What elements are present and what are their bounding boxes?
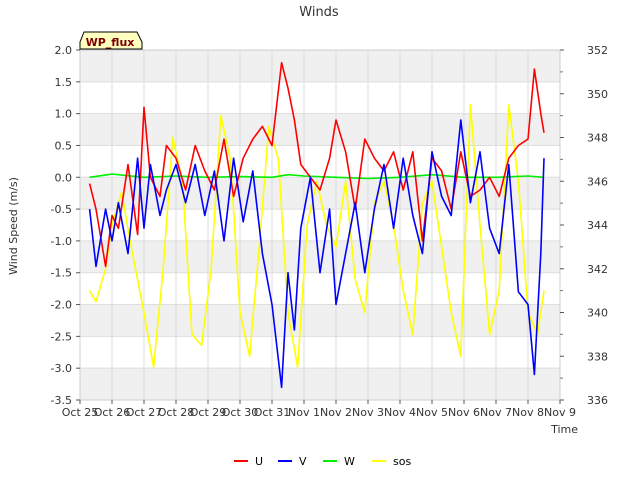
x-tick-label: Oct 29 (190, 406, 227, 419)
x-tick-label: Oct 31 (254, 406, 291, 419)
chart-title: Winds (299, 5, 339, 20)
x-tick-label: Nov 3 (352, 406, 384, 419)
x-tick-label: Oct 30 (222, 406, 259, 419)
y-axis-label: Wind Speed (m/s) (7, 177, 20, 275)
y-tick-label: 0.5 (55, 139, 73, 152)
x-tick-label: Nov 6 (448, 406, 480, 419)
x-tick-label: Nov 9 (544, 406, 576, 419)
y-tick-label: 1.0 (55, 108, 73, 121)
x-tick-label: Oct 28 (158, 406, 195, 419)
y2-tick-label: 340 (587, 307, 608, 320)
y-axis-right: 336 338 340 342 344 346 348 350 352 (560, 44, 608, 407)
y-tick-label: -2.0 (51, 299, 72, 312)
y-tick-label: 2.0 (55, 44, 73, 57)
x-tick-label: Oct 26 (94, 406, 131, 419)
legend-label-u: U (255, 455, 263, 468)
y-tick-label: -3.0 (51, 362, 72, 375)
legend-label-w: W (344, 455, 355, 468)
x-tick-label: Nov 5 (416, 406, 448, 419)
y-tick-label: 1.5 (55, 76, 73, 89)
y2-tick-label: 342 (587, 263, 608, 276)
series-line-sos (88, 103, 545, 369)
x-tick-label: Oct 27 (126, 406, 163, 419)
grid-lines (79, 49, 561, 401)
band (80, 50, 560, 82)
y2-tick-label: 350 (587, 88, 608, 101)
legend-label-v: V (299, 455, 307, 468)
y-tick-label: -1.0 (51, 235, 72, 248)
series-line-v (88, 119, 545, 389)
x-tick-label: Nov 8 (512, 406, 544, 419)
x-tick-label: Nov 7 (480, 406, 512, 419)
y-tick-label: 0.0 (55, 171, 73, 184)
y2-tick-label: 338 (587, 350, 608, 363)
y-axis-left: -3.5 -3.0 -2.5 -2.0 -1.5 -1.0 -0.5 0.0 0.5 1.0 1.5… (51, 44, 80, 407)
background-bands (80, 50, 560, 400)
y-tick-label: -1.5 (51, 267, 72, 280)
y2-tick-label: 348 (587, 132, 608, 145)
y2-tick-label: 346 (587, 175, 608, 188)
band (80, 113, 560, 146)
legend-label-sos: sos (393, 455, 411, 468)
badge-label: WP_flux (86, 36, 135, 49)
band (80, 304, 560, 337)
x-tick-label: Oct 25 (62, 406, 99, 419)
site-badge: WP_flux (79, 31, 143, 50)
x-tick-label: Nov 2 (320, 406, 352, 419)
y2-tick-label: 344 (587, 219, 608, 232)
x-tick-label: Nov 1 (288, 406, 320, 419)
band (80, 368, 560, 400)
y2-tick-label: 352 (587, 44, 608, 57)
y-tick-label: -2.5 (51, 330, 72, 343)
plot-frame (79, 49, 561, 401)
x-axis-label: Time (550, 423, 578, 436)
y-tick-label: -3.5 (51, 394, 72, 407)
series-layer (88, 61, 545, 389)
y2-tick-label: 336 (587, 394, 608, 407)
y-tick-label: -0.5 (51, 203, 72, 216)
x-tick-label: Nov 4 (384, 406, 416, 419)
badge-shape (79, 31, 143, 50)
